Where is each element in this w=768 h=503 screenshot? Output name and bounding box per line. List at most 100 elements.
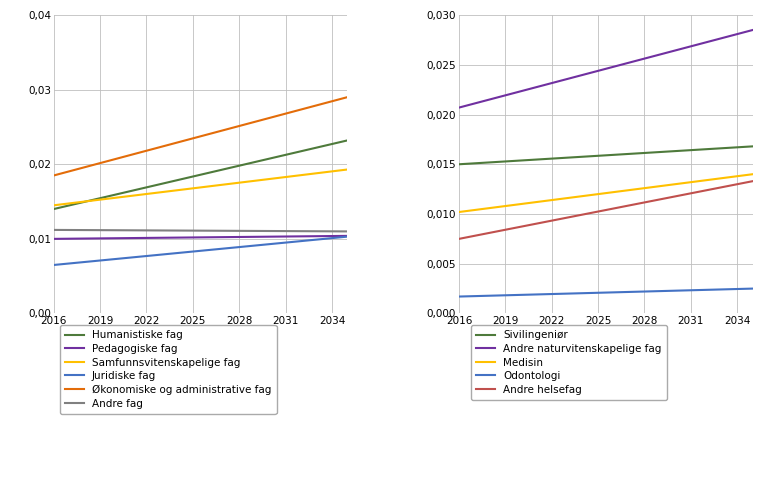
Line: Pedagogiske fag: Pedagogiske fag bbox=[54, 236, 347, 239]
Andre helsefag bbox=[624, 202, 634, 208]
Pedagogiske fag bbox=[219, 234, 228, 240]
Samfunnsvitenskapelige fag bbox=[127, 193, 136, 199]
Odontologi bbox=[687, 287, 696, 293]
Humanistiske fag bbox=[281, 152, 290, 158]
Odontologi bbox=[748, 286, 757, 292]
Sivilingeniør bbox=[516, 157, 525, 163]
Juridiske fag bbox=[157, 252, 167, 258]
Andre fag bbox=[327, 228, 336, 234]
Sivilingeniør bbox=[655, 149, 664, 155]
Andre fag bbox=[142, 227, 151, 233]
Juridiske fag bbox=[312, 236, 321, 242]
Andre naturvitenskapelige fag bbox=[470, 101, 479, 107]
Sivilingeniør bbox=[470, 160, 479, 166]
Sivilingeniør bbox=[670, 148, 680, 154]
Andre naturvitenskapelige fag bbox=[516, 88, 525, 94]
Andre fag bbox=[266, 228, 275, 234]
Pedagogiske fag bbox=[312, 233, 321, 239]
Medisin bbox=[748, 171, 757, 177]
Samfunnsvitenskapelige fag bbox=[327, 169, 336, 175]
Samfunnsvitenskapelige fag bbox=[111, 195, 120, 201]
Line: Sivilingeniør: Sivilingeniør bbox=[459, 146, 753, 164]
Samfunnsvitenskapelige fag bbox=[312, 170, 321, 176]
Andre naturvitenskapelige fag bbox=[609, 64, 618, 70]
Samfunnsvitenskapelige fag bbox=[296, 172, 306, 178]
Line: Økonomiske og administrative fag: Økonomiske og administrative fag bbox=[54, 97, 347, 176]
Medisin bbox=[594, 191, 603, 197]
Humanistiske fag bbox=[312, 144, 321, 150]
Sivilingeniør bbox=[578, 154, 588, 160]
Andre naturvitenskapelige fag bbox=[594, 68, 603, 74]
Juridiske fag bbox=[343, 233, 352, 239]
Humanistiske fag bbox=[266, 155, 275, 161]
Pedagogiske fag bbox=[157, 235, 167, 241]
Pedagogiske fag bbox=[173, 234, 182, 240]
Sivilingeniør bbox=[624, 151, 634, 157]
Andre naturvitenskapelige fag bbox=[485, 97, 495, 103]
Juridiske fag bbox=[266, 241, 275, 247]
Pedagogiske fag bbox=[204, 234, 213, 240]
Økonomiske og administrative fag bbox=[80, 164, 89, 170]
Andre fag bbox=[343, 228, 352, 234]
Odontologi bbox=[717, 286, 727, 292]
Medisin bbox=[501, 203, 510, 209]
Andre fag bbox=[49, 227, 58, 233]
Line: Odontologi: Odontologi bbox=[459, 289, 753, 297]
Sivilingeniør bbox=[485, 159, 495, 165]
Samfunnsvitenskapelige fag bbox=[343, 166, 352, 173]
Pedagogiske fag bbox=[327, 233, 336, 239]
Økonomiske og administrative fag bbox=[142, 148, 151, 154]
Sivilingeniør bbox=[455, 161, 464, 167]
Odontologi bbox=[733, 286, 742, 292]
Medisin bbox=[531, 199, 541, 205]
Økonomiske og administrative fag bbox=[327, 98, 336, 104]
Juridiske fag bbox=[173, 250, 182, 256]
Line: Samfunnsvitenskapelige fag: Samfunnsvitenskapelige fag bbox=[54, 170, 347, 205]
Pedagogiske fag bbox=[127, 235, 136, 241]
Odontologi bbox=[624, 289, 634, 295]
Odontologi bbox=[563, 291, 572, 297]
Andre naturvitenskapelige fag bbox=[748, 27, 757, 33]
Line: Andre naturvitenskapelige fag: Andre naturvitenskapelige fag bbox=[459, 30, 753, 108]
Andre helsefag bbox=[485, 230, 495, 236]
Odontologi bbox=[594, 290, 603, 296]
Pedagogiske fag bbox=[296, 233, 306, 239]
Humanistiske fag bbox=[219, 166, 228, 173]
Andre naturvitenskapelige fag bbox=[563, 76, 572, 82]
Samfunnsvitenskapelige fag bbox=[142, 191, 151, 197]
Samfunnsvitenskapelige fag bbox=[157, 189, 167, 195]
Pedagogiske fag bbox=[142, 235, 151, 241]
Odontologi bbox=[485, 293, 495, 299]
Line: Andre fag: Andre fag bbox=[54, 230, 347, 231]
Line: Humanistiske fag: Humanistiske fag bbox=[54, 140, 347, 209]
Juridiske fag bbox=[281, 239, 290, 245]
Andre fag bbox=[188, 227, 197, 233]
Andre fag bbox=[127, 227, 136, 233]
Humanistiske fag bbox=[327, 141, 336, 147]
Andre helsefag bbox=[563, 215, 572, 221]
Odontologi bbox=[547, 291, 556, 297]
Andre naturvitenskapelige fag bbox=[687, 43, 696, 49]
Line: Juridiske fag: Juridiske fag bbox=[54, 236, 347, 265]
Økonomiske og administrative fag bbox=[234, 123, 243, 129]
Samfunnsvitenskapelige fag bbox=[95, 197, 104, 203]
Økonomiske og administrative fag bbox=[188, 135, 197, 141]
Samfunnsvitenskapelige fag bbox=[65, 200, 74, 206]
Odontologi bbox=[670, 288, 680, 294]
Humanistiske fag bbox=[95, 195, 104, 201]
Odontologi bbox=[640, 289, 649, 295]
Humanistiske fag bbox=[49, 206, 58, 212]
Sivilingeniør bbox=[733, 144, 742, 150]
Andre fag bbox=[95, 227, 104, 233]
Medisin bbox=[609, 189, 618, 195]
Juridiske fag bbox=[65, 261, 74, 267]
Odontologi bbox=[702, 287, 711, 293]
Samfunnsvitenskapelige fag bbox=[188, 185, 197, 191]
Medisin bbox=[687, 179, 696, 185]
Andre fag bbox=[234, 228, 243, 234]
Andre fag bbox=[296, 228, 306, 234]
Pedagogiske fag bbox=[234, 234, 243, 240]
Samfunnsvitenskapelige fag bbox=[266, 176, 275, 182]
Økonomiske og administrative fag bbox=[296, 107, 306, 113]
Odontologi bbox=[531, 291, 541, 297]
